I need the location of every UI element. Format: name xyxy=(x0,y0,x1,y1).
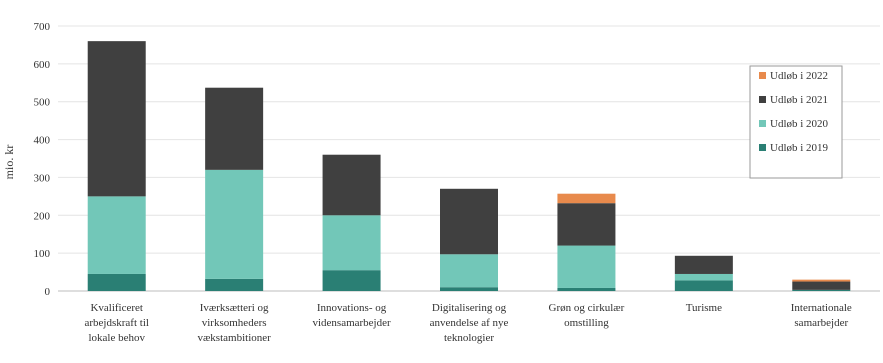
legend-label: Udløb i 2022 xyxy=(770,70,828,82)
bar-segment-1-series-1 xyxy=(87,273,146,291)
bar-segment-2-series-3 xyxy=(205,87,264,170)
y-tick-label: 500 xyxy=(34,97,51,109)
x-category-label: vækstambitioner xyxy=(197,332,271,344)
x-category-label: omstilling xyxy=(564,317,609,329)
bar-segment-5-series-3 xyxy=(557,203,616,246)
bar-segment-7-series-4 xyxy=(792,279,851,282)
y-tick-label: 400 xyxy=(34,135,51,147)
y-tick-label: 0 xyxy=(45,286,51,298)
x-category-label: vidensamarbejder xyxy=(312,317,391,329)
x-category-label: anvendelse af nye xyxy=(430,317,509,329)
y-axis: 0 100 200 300 400 500 600 700 xyxy=(34,21,51,298)
y-tick-label: 700 xyxy=(34,21,51,33)
bar-segment-2-series-1 xyxy=(205,278,264,291)
x-category-label: arbejdskraft til xyxy=(84,317,148,329)
x-category-label: Turisme xyxy=(686,302,722,314)
legend-swatch xyxy=(759,144,766,151)
legend-swatch xyxy=(759,72,766,79)
legend-swatch xyxy=(759,96,766,103)
bar-segment-3-series-3 xyxy=(322,154,381,216)
bar-segment-1-series-2 xyxy=(87,196,146,274)
bar-segment-3-series-2 xyxy=(322,215,381,271)
bar-segment-5-series-2 xyxy=(557,245,616,288)
x-category-label: Innovations- og xyxy=(317,302,387,314)
x-axis: Kvalificeret arbejdskraft til lokale behov… xyxy=(84,302,851,344)
legend-label: Udløb i 2019 xyxy=(770,142,829,154)
bar-segment-1-series-3 xyxy=(87,41,146,197)
x-category-label: Internationale xyxy=(791,302,852,314)
x-category-label: virksomheders xyxy=(202,317,267,329)
legend: Udløb i 2022 Udløb i 2021 Udløb i 2020 Udlø… xyxy=(749,65,843,179)
x-category-label: Kvalificeret xyxy=(90,302,143,314)
y-tick-label: 300 xyxy=(34,172,51,184)
bar-segment-4-series-2 xyxy=(440,254,498,288)
bar-segment-6-series-2 xyxy=(674,273,733,281)
x-category-label: teknologier xyxy=(444,332,494,344)
bar-segment-2-series-2 xyxy=(205,169,264,279)
y-tick-label: 200 xyxy=(34,210,51,222)
y-axis-title: mio. kr xyxy=(2,145,16,180)
legend-label: Udløb i 2020 xyxy=(770,118,829,130)
bars xyxy=(87,41,851,291)
bar-segment-5-series-1 xyxy=(557,287,616,291)
x-category-label: Grøn og cirkulær xyxy=(549,302,625,314)
bar-segment-4-series-1 xyxy=(440,287,498,291)
y-tick-label: 100 xyxy=(34,248,51,260)
x-category-label: lokale behov xyxy=(88,332,145,344)
bar-segment-7-series-3 xyxy=(792,281,851,290)
x-category-label: Digitalisering og xyxy=(432,302,507,314)
y-tick-label: 600 xyxy=(34,59,51,71)
bar-segment-6-series-3 xyxy=(674,255,733,274)
legend-label: Udløb i 2021 xyxy=(770,94,828,106)
bar-segment-5-series-4 xyxy=(557,193,616,204)
x-category-label: samarbejder xyxy=(794,317,848,329)
bar-segment-7-series-1 xyxy=(792,289,851,291)
bar-segment-3-series-1 xyxy=(322,270,381,291)
legend-swatch xyxy=(759,120,766,127)
bar-segment-6-series-1 xyxy=(674,280,733,291)
bar-segment-4-series-3 xyxy=(440,188,498,255)
x-category-label: Iværksætteri og xyxy=(200,302,269,314)
